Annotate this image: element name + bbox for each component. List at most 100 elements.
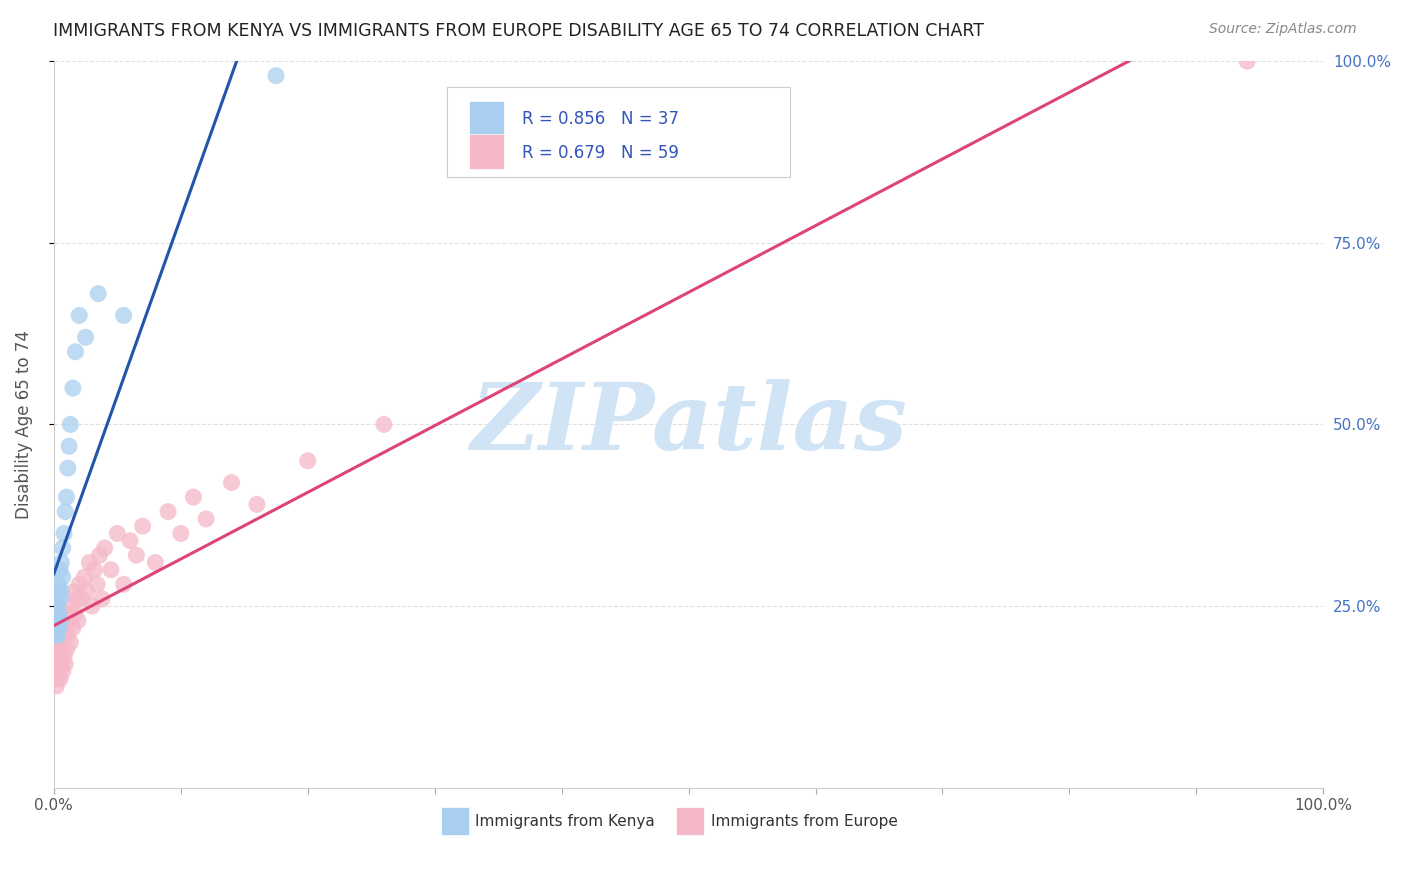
Point <box>67 309 90 323</box>
Point <box>62 381 84 395</box>
Point <box>45 607 67 621</box>
Point <box>56 628 79 642</box>
Point <box>51 584 73 599</box>
Point <box>44 672 66 686</box>
Point <box>66 614 89 628</box>
Point <box>83 563 105 577</box>
Point <box>73 570 96 584</box>
Point <box>53 526 76 541</box>
Point <box>75 330 97 344</box>
Point <box>45 657 67 672</box>
Point <box>157 505 180 519</box>
Point <box>52 628 75 642</box>
Text: R = 0.856   N = 37: R = 0.856 N = 37 <box>522 111 679 128</box>
Point <box>45 628 67 642</box>
Point <box>76 584 98 599</box>
Text: Immigrants from Europe: Immigrants from Europe <box>711 814 898 830</box>
Point <box>62 621 84 635</box>
Point <box>53 505 76 519</box>
Bar <box>441 807 470 835</box>
Point <box>49 672 72 686</box>
Point <box>46 614 69 628</box>
Point <box>373 417 395 432</box>
Point <box>170 526 193 541</box>
Text: Source: ZipAtlas.com: Source: ZipAtlas.com <box>1209 22 1357 37</box>
Point <box>45 621 67 635</box>
Point <box>100 563 122 577</box>
Bar <box>676 807 704 835</box>
Point <box>49 591 72 606</box>
Point <box>183 490 205 504</box>
Point <box>86 577 108 591</box>
Point <box>89 548 111 562</box>
Point <box>45 635 67 649</box>
FancyBboxPatch shape <box>447 87 790 178</box>
Point <box>49 621 72 635</box>
Point <box>45 679 67 693</box>
Text: ZIPatlas: ZIPatlas <box>470 379 907 469</box>
Point <box>55 490 77 504</box>
Point <box>53 614 76 628</box>
Point <box>246 497 269 511</box>
Point <box>53 621 76 635</box>
Point <box>52 541 75 555</box>
Point <box>45 591 67 606</box>
Point <box>44 599 66 613</box>
Point <box>44 621 66 635</box>
Point <box>70 591 93 606</box>
Point <box>145 556 167 570</box>
Point <box>48 577 70 591</box>
Point <box>131 519 153 533</box>
Point <box>53 650 76 665</box>
Point <box>87 286 110 301</box>
Bar <box>470 101 505 136</box>
Text: IMMIGRANTS FROM KENYA VS IMMIGRANTS FROM EUROPE DISABILITY AGE 65 TO 74 CORRELAT: IMMIGRANTS FROM KENYA VS IMMIGRANTS FROM… <box>53 22 984 40</box>
Point <box>60 599 83 613</box>
Point <box>221 475 243 490</box>
Point <box>55 642 77 657</box>
Point <box>112 577 135 591</box>
Point <box>52 570 75 584</box>
Point <box>44 614 66 628</box>
Point <box>46 599 69 613</box>
Bar <box>470 134 505 169</box>
Point <box>46 672 69 686</box>
Point <box>51 556 73 570</box>
Point <box>51 657 73 672</box>
Point <box>48 621 70 635</box>
Point <box>46 584 69 599</box>
Point <box>1236 54 1258 69</box>
Point <box>49 614 72 628</box>
Point <box>44 628 66 642</box>
Point <box>51 635 73 649</box>
Point <box>65 607 87 621</box>
Point <box>49 650 72 665</box>
Point <box>45 614 67 628</box>
Text: Immigrants from Kenya: Immigrants from Kenya <box>475 814 655 830</box>
Point <box>80 599 103 613</box>
Text: R = 0.679   N = 59: R = 0.679 N = 59 <box>522 144 679 161</box>
Point <box>44 607 66 621</box>
Point <box>67 577 90 591</box>
Point <box>53 657 76 672</box>
Point <box>46 628 69 642</box>
Point <box>59 417 82 432</box>
Point <box>65 344 87 359</box>
Point <box>58 614 80 628</box>
Point <box>264 69 287 83</box>
Point <box>59 635 82 649</box>
Point <box>48 642 70 657</box>
Point <box>105 526 128 541</box>
Point <box>58 439 80 453</box>
Point <box>55 607 77 621</box>
Point <box>48 607 70 621</box>
Point <box>118 533 141 548</box>
Point <box>46 628 69 642</box>
Y-axis label: Disability Age 65 to 74: Disability Age 65 to 74 <box>15 330 32 519</box>
Point <box>49 563 72 577</box>
Point <box>66 591 89 606</box>
Point <box>195 512 218 526</box>
Point <box>63 584 86 599</box>
Point <box>79 556 101 570</box>
Point <box>91 591 114 606</box>
